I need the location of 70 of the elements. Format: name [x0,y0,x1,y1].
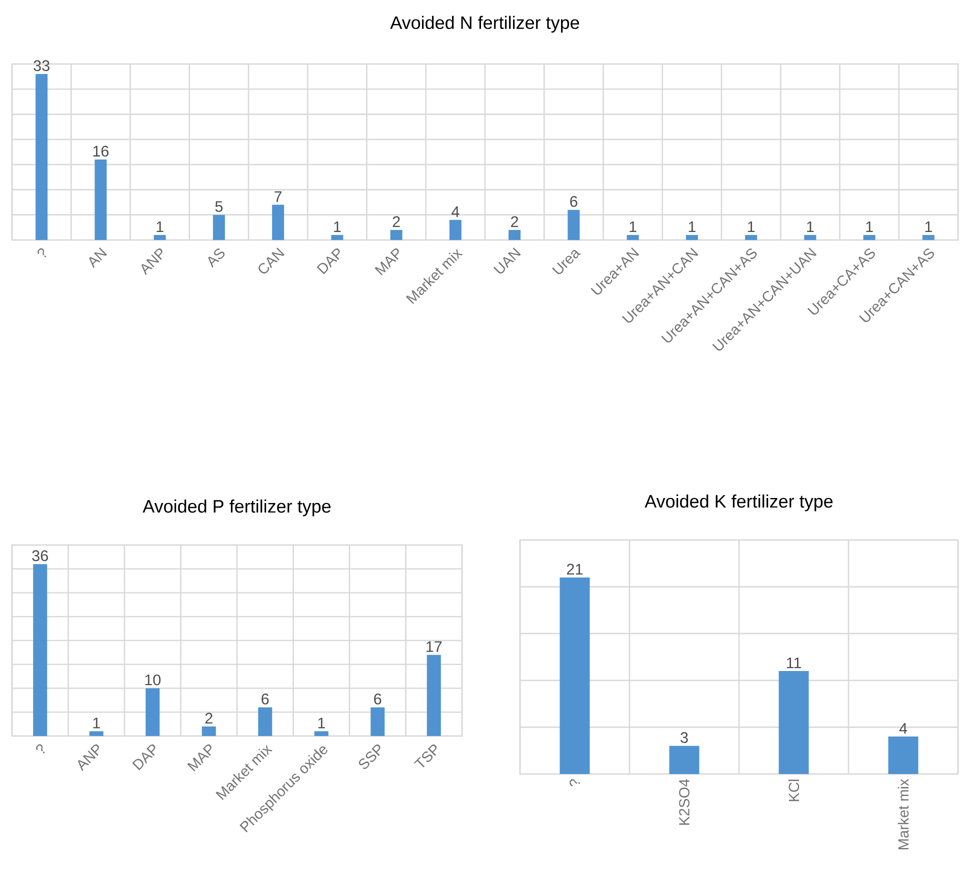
x-tick-label: ? [38,248,46,258]
bar [745,234,758,240]
data-label: 2 [511,216,518,228]
chart-title: Avoided K fertilizer type [644,494,833,512]
bar [331,234,344,240]
data-label: 10 [145,674,161,686]
data-label: 1 [334,221,341,232]
data-label: 16 [93,146,109,157]
bar [560,577,590,774]
bar [314,731,328,736]
data-label: 1 [318,718,325,728]
bar [370,707,385,736]
x-tick-label: ? [36,744,45,754]
data-label: 2 [392,216,400,228]
chart-title: Avoided P fertilizer type [142,500,331,516]
data-label: 6 [570,196,578,207]
bar [568,210,580,240]
bar [922,234,934,240]
x-tick-label: Market mix [898,778,909,850]
bar [778,671,809,774]
data-label: 36 [32,550,48,562]
bar [154,234,166,240]
data-label: 11 [786,658,801,668]
data-label: 1 [93,718,100,728]
data-label: 4 [899,723,908,734]
bar [863,234,876,240]
data-label: 17 [426,641,442,652]
x-tick-label: AN [89,248,107,268]
data-label: 1 [748,221,755,232]
data-label: 1 [807,221,814,232]
bar [146,688,160,736]
data-label: 2 [205,712,212,724]
bar [804,234,816,240]
data-label: 7 [274,191,282,202]
data-label: 3 [680,732,688,743]
bar [390,230,402,240]
x-tick-label: KCl [788,780,800,802]
bar [426,654,441,736]
bar [686,234,698,240]
bar [258,707,272,736]
x-tick-label: Urea [552,250,581,274]
bar [36,74,48,240]
bar [33,564,48,736]
x-tick-label: AS [208,248,225,268]
data-label: 1 [156,221,164,232]
x-tick-label: TSP [414,744,437,768]
data-label: 6 [374,694,382,704]
data-label: 1 [630,221,636,232]
bar [888,736,918,774]
bar [626,234,639,240]
bar [669,746,700,774]
bar [94,160,107,240]
data-label: 33 [34,60,50,72]
bar [449,220,462,240]
bar [508,230,521,240]
x-tick-label: K2SO4 [679,779,690,825]
data-label: 1 [866,221,873,232]
chart-title: Avoided N fertilizer type [390,16,580,33]
x-tick-label: ? [570,779,580,786]
data-label: 4 [452,206,460,217]
data-label: 6 [262,694,269,704]
data-label: 5 [215,201,223,212]
bar [89,731,104,736]
bar [272,204,284,240]
data-label: 1 [925,221,932,232]
bar [212,214,225,240]
bar [202,726,216,736]
data-label: 1 [688,221,696,232]
data-label: 21 [567,564,583,575]
x-tick-label: SSP [358,744,380,769]
